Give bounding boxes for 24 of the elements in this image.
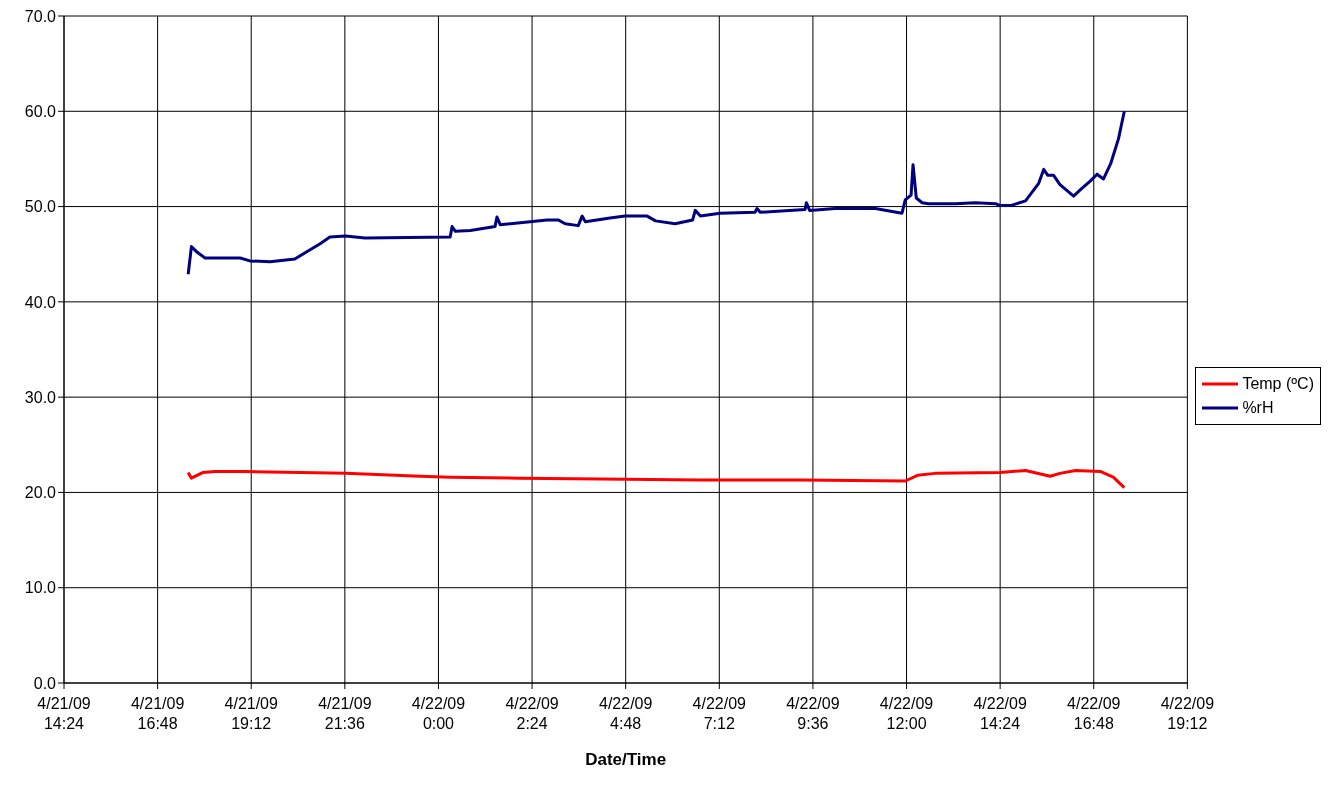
y-tick-label: 60.0: [24, 102, 57, 120]
y-tick-label: 50.0: [24, 198, 57, 216]
legend-label: %rH: [1242, 398, 1274, 417]
x-tick-label: 4/22/09 4:48: [598, 695, 653, 732]
x-tick-label: 4/22/09 0:00: [411, 695, 466, 732]
x-tick-label: 4/22/09 9:36: [786, 695, 840, 732]
y-tick-label: 70.0: [24, 7, 57, 25]
y-tick-label: 30.0: [24, 388, 57, 406]
y-tick-label: 0.0: [33, 674, 57, 692]
x-tick-label: 4/22/09 12:00: [879, 695, 934, 732]
x-tick-label: 4/22/09 2:24: [505, 695, 559, 732]
x-tick-label: 4/21/09 19:12: [224, 695, 279, 732]
x-tick-label: 4/22/09 7:12: [692, 695, 747, 732]
x-tick-label: 4/21/09 21:36: [318, 695, 372, 732]
x-tick-label: 4/22/09 14:24: [973, 695, 1027, 732]
x-tick-label: 4/21/09 16:48: [130, 695, 185, 732]
x-tick-label: 4/21/09 14:24: [37, 695, 91, 732]
x-tick-label: 4/22/09 16:48: [1067, 695, 1121, 732]
x-axis-title: Date/Time: [585, 750, 667, 769]
x-tick-label: 4/22/09 19:12: [1160, 695, 1215, 732]
legend-label: Temp (ºC): [1242, 374, 1314, 393]
y-tick-label: 10.0: [24, 579, 57, 597]
y-tick-label: 20.0: [24, 484, 57, 502]
y-tick-label: 40.0: [24, 293, 57, 311]
